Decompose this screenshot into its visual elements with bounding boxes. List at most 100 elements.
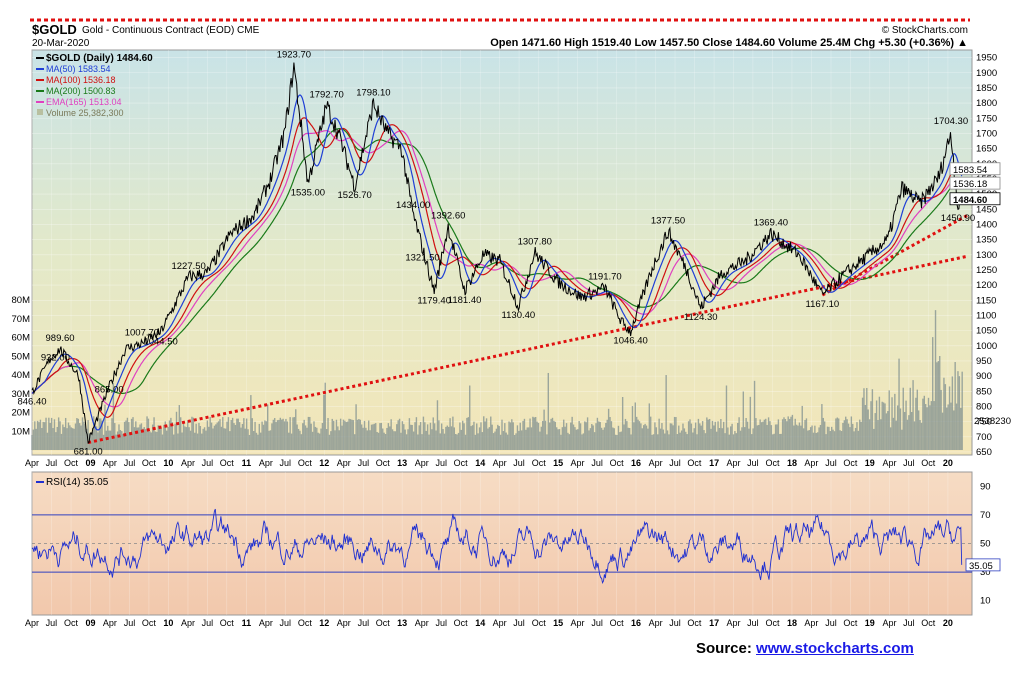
x-tick-label: Apr <box>259 618 273 628</box>
x-tick-label: Oct <box>454 618 469 628</box>
price-tick-label: 650 <box>976 447 992 458</box>
price-annotation: 865.00 <box>95 385 124 396</box>
last-value-box <box>949 176 1001 190</box>
price-line <box>31 62 963 444</box>
last-value-box <box>949 192 1001 206</box>
volume-tick-label: 20M <box>12 408 31 419</box>
last-value-label: 1536.18 <box>953 179 987 190</box>
last-value-label: 1583.54 <box>953 165 987 176</box>
rsi-legend: RSI(14) 35.05 <box>36 477 109 488</box>
x-tick-label: Apr <box>804 458 818 468</box>
price-annotation: 1130.40 <box>502 310 536 321</box>
x-tick-label: Oct <box>532 618 547 628</box>
x-tick-label: Oct <box>843 458 858 468</box>
quote-line: Open 1471.60 High 1519.40 Low 1457.50 Cl… <box>490 37 968 49</box>
x-tick-label: Oct <box>376 458 391 468</box>
price-annotations: 846.40989.60932.00681.00865.001007.70104… <box>17 50 975 458</box>
price-tick-label: 750 <box>976 417 992 428</box>
legend-ma100: MA(100) 1536.18 <box>46 75 116 85</box>
x-tick-label: Jul <box>46 618 58 628</box>
volume-last-label: 2538230 <box>974 416 1011 427</box>
x-tick-label: Oct <box>298 618 313 628</box>
x-tick-label: Apr <box>415 618 429 628</box>
price-annotation: 1007.70 <box>125 327 159 338</box>
x-tick-label: Jul <box>903 618 915 628</box>
x-tick-label: Apr <box>882 458 896 468</box>
price-tick-label: 1650 <box>976 144 997 155</box>
x-tick-label: Oct <box>64 458 79 468</box>
x-tick-label: 14 <box>475 618 485 628</box>
x-tick-label: Oct <box>766 618 781 628</box>
instrument-name: Gold - Continuous Contract (EOD) CME <box>82 25 260 36</box>
x-tick-label: Oct <box>610 458 625 468</box>
x-tick-label: 09 <box>85 458 95 468</box>
x-tick-label: 18 <box>787 458 797 468</box>
rsi-tick-label: 70 <box>980 510 991 521</box>
rsi-tick-label: 90 <box>980 481 991 492</box>
x-tick-label: Jul <box>825 458 837 468</box>
source-link[interactable]: www.stockcharts.com <box>756 640 914 657</box>
x-tick-label: Apr <box>882 618 896 628</box>
legend-volume: Volume 25,382,300 <box>46 108 124 118</box>
price-annotation: 1044.50 <box>143 336 177 347</box>
x-tick-label: Apr <box>649 618 663 628</box>
x-tick-label: Apr <box>181 618 195 628</box>
x-tick-label: Jul <box>202 618 214 628</box>
x-tick-label: Jul <box>669 458 681 468</box>
x-tick-label: 10 <box>163 618 173 628</box>
legend-volume-swatch <box>37 109 43 115</box>
price-tick-label: 1300 <box>976 250 997 261</box>
rsi-last-box <box>965 558 1001 572</box>
ma50-line <box>31 94 963 431</box>
watermark: © StockCharts.com <box>882 25 968 36</box>
price-annotation: 932.00 <box>41 352 70 363</box>
rsi-last-label: 35.05 <box>969 561 993 572</box>
legend-ema165: EMA(165) 1513.04 <box>46 97 122 107</box>
price-annotation: 1377.50 <box>651 215 685 226</box>
x-tick-label: Oct <box>64 618 79 628</box>
source-line: Source: www.stockcharts.com <box>696 640 914 657</box>
x-tick-label: 20 <box>943 618 953 628</box>
x-tick-label: Jul <box>903 458 915 468</box>
x-tick-label: Jul <box>46 458 58 468</box>
x-tick-label: Apr <box>804 618 818 628</box>
volume-tick-label: 70M <box>12 314 31 325</box>
x-tick-label: 18 <box>787 618 797 628</box>
price-annotation: 1124.30 <box>684 312 718 323</box>
legend-rsi: RSI(14) 35.05 <box>46 477 109 488</box>
x-tick-label: 19 <box>865 458 875 468</box>
x-tick-label: Oct <box>921 458 936 468</box>
x-tick-label: Jul <box>513 618 525 628</box>
x-tick-label: 12 <box>319 618 329 628</box>
x-tick-label: Jul <box>435 618 447 628</box>
volume-tick-label: 60M <box>12 333 31 344</box>
x-tick-label: Apr <box>726 458 740 468</box>
x-tick-label: Jul <box>669 618 681 628</box>
price-annotation: 1191.70 <box>588 272 622 283</box>
price-series <box>31 62 963 444</box>
symbol: $GOLD <box>32 22 77 37</box>
volume-tick-label: 40M <box>12 370 31 381</box>
x-tick-label: Oct <box>843 618 858 628</box>
x-tick-label: Jul <box>279 458 291 468</box>
x-tick-label: Oct <box>687 458 702 468</box>
x-tick-label: Apr <box>25 618 39 628</box>
x-tick-label: Jul <box>124 618 136 628</box>
x-tick-label: Oct <box>220 618 235 628</box>
price-annotation: 1450.90 <box>941 213 975 224</box>
rsi-series <box>31 508 972 584</box>
x-tick-label: Oct <box>376 618 391 628</box>
source-label: Source: <box>696 640 752 657</box>
volume-tick-label: 50M <box>12 351 31 362</box>
price-annotation: 1392.60 <box>431 211 465 222</box>
x-tick-label: 17 <box>709 618 719 628</box>
x-tick-label: Jul <box>591 618 603 628</box>
x-tick-label: 20 <box>943 458 953 468</box>
price-annotation: 1798.10 <box>356 88 390 99</box>
x-tick-label: 11 <box>242 618 252 628</box>
date-label: 20-Mar-2020 <box>32 38 90 49</box>
x-tick-label: Apr <box>649 458 663 468</box>
x-tick-label: Jul <box>435 458 447 468</box>
x-tick-label: 15 <box>553 618 563 628</box>
axes: 6507007508008509009501000105011001150120… <box>12 53 1011 628</box>
